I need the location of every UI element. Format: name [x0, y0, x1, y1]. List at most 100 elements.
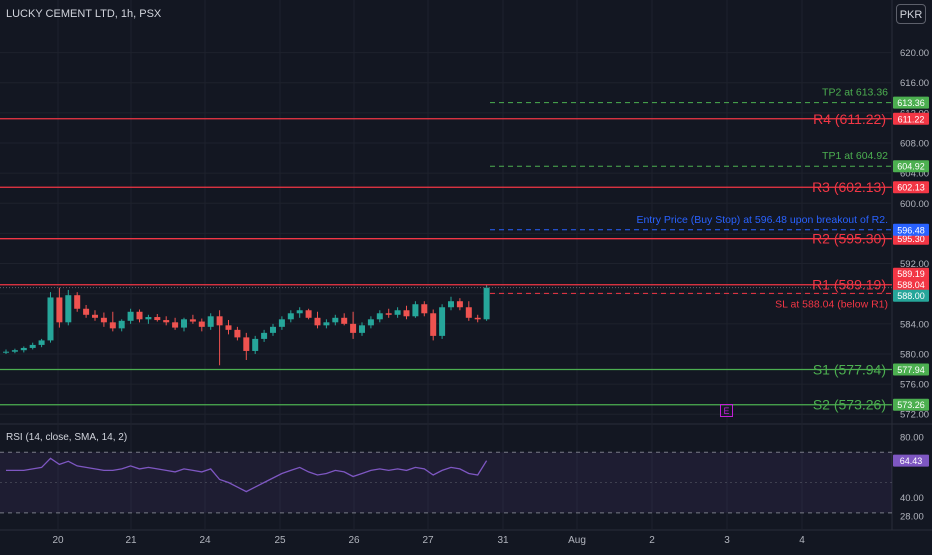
candle-body: [136, 311, 143, 320]
level-s1-tag-bg: [893, 363, 929, 376]
time-tick-label: 31: [497, 535, 509, 546]
candle-body: [109, 322, 116, 329]
trade-label-stop: SL at 588.04 (below R1): [775, 298, 888, 310]
candle-body: [448, 301, 454, 308]
candle-body: [163, 320, 170, 323]
candle-body: [189, 319, 196, 322]
level-r2-tag: 595.30: [897, 234, 925, 244]
level-s1-tag: 577.94: [897, 365, 925, 375]
candle-body: [296, 310, 303, 314]
candle-body: [225, 325, 232, 330]
candle-body: [38, 340, 45, 345]
candle-body: [154, 317, 161, 321]
candle-body: [332, 317, 339, 323]
extra-tag-bg: [893, 289, 929, 302]
level-label-s1: S1 (577.94): [813, 361, 886, 377]
candle-body: [421, 304, 428, 314]
trade-target-tag: 604.92: [897, 162, 925, 172]
candle-body: [270, 326, 276, 333]
candle-body: [172, 322, 179, 328]
trade-target-tag-bg: [893, 160, 929, 173]
candle-body: [394, 310, 401, 315]
level-r3-tag: 602.13: [897, 183, 925, 193]
candle-body: [216, 316, 223, 326]
candle-body: [341, 317, 348, 324]
price-tick-label: 584.00: [900, 319, 929, 330]
time-tick-label: 26: [348, 535, 360, 546]
rsi-tick-label: 80.00: [900, 433, 924, 444]
candle-body: [412, 304, 419, 317]
trade-label-target: TP2 at 613.36: [822, 87, 888, 99]
candle-body: [359, 325, 365, 333]
trade-label-target: TP1 at 604.92: [822, 150, 888, 162]
earnings-event-marker[interactable]: E: [720, 404, 733, 417]
time-tick-label: 27: [422, 535, 434, 546]
candle-body: [181, 319, 187, 328]
candle-body: [47, 297, 54, 341]
candle-body: [145, 317, 152, 320]
rsi-tick-label: 28.00: [900, 511, 924, 522]
level-r4-tag-bg: [893, 112, 929, 125]
price-tick-label: 608.00: [900, 139, 929, 150]
trade-entry-tag: 596.48: [897, 225, 925, 235]
candle-body: [261, 332, 268, 339]
candle-body: [287, 313, 294, 320]
price-tick-label: 576.00: [900, 380, 929, 391]
candle-body: [3, 351, 9, 353]
price-tick-label: 592.00: [900, 259, 929, 270]
level-r1-tag-bg: [893, 278, 929, 291]
candle-body: [456, 301, 463, 308]
time-tick-label: 4: [799, 535, 805, 546]
candle-body: [474, 317, 481, 320]
rsi-value-tag-bg: [893, 454, 929, 467]
candle-body: [118, 320, 125, 329]
candle-body: [376, 313, 383, 320]
candle-body: [56, 297, 63, 323]
level-s2-tag: 573.26: [897, 400, 925, 410]
extra-tag: 588.00: [897, 291, 925, 301]
price-tick-label: 620.00: [900, 48, 929, 59]
candle-body: [83, 308, 90, 315]
trade-target-tag-bg: [893, 96, 929, 109]
level-r1-tag: 588.04: [897, 280, 925, 290]
candle-body: [314, 317, 321, 326]
rsi-title: RSI (14, close, SMA, 14, 2): [6, 432, 128, 443]
level-r3-tag-bg: [893, 181, 929, 194]
level-label-r2: R2 (595.30): [812, 231, 886, 247]
time-tick-label: 25: [274, 535, 286, 546]
currency-button[interactable]: PKR: [896, 4, 926, 24]
symbol-title: LUCKY CEMENT LTD, 1h, PSX: [6, 8, 162, 20]
candle-body: [252, 338, 259, 351]
candle-body: [278, 319, 285, 327]
trade-label-entry: Entry Price (Buy Stop) at 596.48 upon br…: [636, 214, 888, 226]
candle-body: [483, 287, 490, 320]
level-label-r1: R1 (589.19): [812, 277, 886, 293]
candle-body: [11, 350, 18, 352]
candle-body: [243, 337, 250, 351]
rsi-value-tag: 64.43: [900, 456, 923, 466]
rsi-line: [6, 457, 488, 493]
extra-tag-bg: [893, 267, 929, 280]
candle-body: [127, 311, 134, 321]
level-label-r3: R3 (602.13): [812, 179, 886, 195]
time-tick-label: 2: [649, 535, 655, 546]
candle-body: [367, 319, 374, 326]
candle-body: [350, 323, 357, 333]
price-tick-label: 572.00: [900, 410, 929, 421]
trade-entry-tag-bg: [893, 223, 929, 236]
candle-body: [100, 317, 107, 323]
candle-body: [234, 329, 241, 338]
level-label-r4: R4 (611.22): [813, 111, 886, 127]
level-r4-tag: 611.22: [898, 114, 925, 124]
candle-body: [65, 295, 72, 323]
candle-body: [403, 310, 410, 317]
candle-body: [323, 322, 330, 326]
candle-body: [74, 295, 81, 309]
level-label-s2: S2 (573.26): [813, 397, 886, 413]
trade-target-tag: 613.36: [897, 98, 925, 108]
candle-body: [305, 310, 312, 318]
candle-body: [465, 307, 472, 318]
candle-body: [439, 307, 446, 336]
